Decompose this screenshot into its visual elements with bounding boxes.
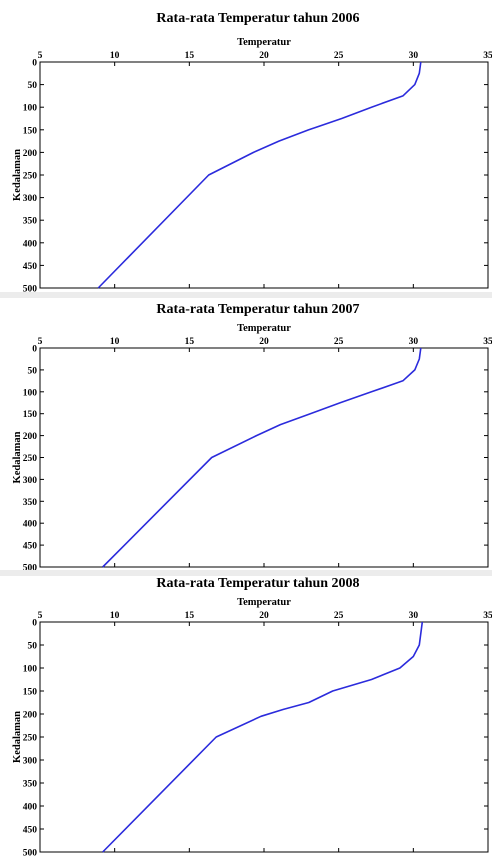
temperature-profile-line bbox=[102, 347, 422, 568]
y-tick-label: 450 bbox=[23, 826, 38, 836]
y-tick-label: 250 bbox=[23, 172, 38, 182]
x-tick-label: 5 bbox=[38, 337, 43, 347]
y-tick-label: 350 bbox=[23, 217, 38, 227]
y-tick-label: 350 bbox=[23, 780, 38, 790]
temperature-profile-line bbox=[97, 61, 422, 289]
y-tick-label: 400 bbox=[23, 803, 38, 813]
x-tick-label: 5 bbox=[38, 51, 43, 61]
x-tick-label: 15 bbox=[185, 337, 195, 347]
chart-svg-2006: Rata-rata Temperatur tahun 2006 Temperatu… bbox=[12, 11, 492, 295]
chart-svg-2008: Rata-rata Temperatur tahun 2008 Temperatu… bbox=[12, 576, 492, 859]
chart-panel-2008: Rata-rata Temperatur tahun 2008 Temperatu… bbox=[0, 572, 492, 859]
y-tick-label: 300 bbox=[23, 194, 38, 204]
x-axis-label: Temperatur bbox=[237, 323, 291, 334]
y-tick-label: 450 bbox=[23, 262, 38, 272]
plot-area bbox=[39, 347, 489, 568]
y-tick-label: 150 bbox=[23, 688, 38, 698]
x-tick-label: 15 bbox=[185, 611, 195, 621]
y-tick-label: 100 bbox=[23, 104, 38, 114]
x-axis-label: Temperatur bbox=[237, 37, 291, 48]
y-axis-label: Kedalaman bbox=[12, 431, 23, 483]
y-tick-label: 350 bbox=[23, 498, 38, 508]
y-tick-label: 200 bbox=[23, 149, 38, 159]
y-axis-label: Kedalaman bbox=[12, 711, 23, 763]
chart-title: Rata-rata Temperatur tahun 2006 bbox=[156, 11, 359, 26]
chart-title: Rata-rata Temperatur tahun 2007 bbox=[156, 302, 359, 317]
y-tick-label: 500 bbox=[23, 564, 38, 571]
x-tick-label: 20 bbox=[259, 51, 269, 61]
x-tick-label: 20 bbox=[259, 337, 269, 347]
x-tick-label: 30 bbox=[409, 51, 419, 61]
y-tick-label: 250 bbox=[23, 454, 38, 464]
y-tick-label: 50 bbox=[28, 642, 38, 652]
x-tick-label: 30 bbox=[409, 611, 419, 621]
x-tick-label: 20 bbox=[259, 611, 269, 621]
x-tick-label: 5 bbox=[38, 611, 43, 621]
x-tick-label: 30 bbox=[409, 337, 419, 347]
y-tick-label: 250 bbox=[23, 734, 38, 744]
x-tick-label: 25 bbox=[334, 611, 344, 621]
x-axis-label: Temperatur bbox=[237, 597, 291, 608]
x-tick-label: 35 bbox=[483, 51, 492, 61]
y-tick-label: 500 bbox=[23, 849, 38, 857]
y-tick-label: 50 bbox=[28, 81, 38, 91]
chart-panel-2006: Rata-rata Temperatur tahun 2006 Temperatu… bbox=[0, 0, 492, 295]
x-tick-label: 10 bbox=[110, 51, 120, 61]
y-tick-label: 0 bbox=[32, 345, 37, 355]
x-tick-label: 25 bbox=[334, 337, 344, 347]
y-tick-label: 400 bbox=[23, 520, 38, 530]
y-tick-label: 50 bbox=[28, 366, 38, 376]
chart-title: Rata-rata Temperatur tahun 2008 bbox=[156, 576, 359, 591]
y-tick-label: 150 bbox=[23, 126, 38, 136]
chart-svg-2007: Rata-rata Temperatur tahun 2007 Temperatu… bbox=[12, 302, 492, 574]
x-tick-label: 15 bbox=[185, 51, 195, 61]
y-tick-label: 200 bbox=[23, 432, 38, 442]
plot-area bbox=[39, 621, 489, 853]
y-tick-label: 150 bbox=[23, 410, 38, 420]
y-tick-label: 0 bbox=[32, 59, 37, 69]
panel-divider bbox=[0, 570, 492, 576]
x-tick-label: 10 bbox=[110, 611, 120, 621]
plot-area bbox=[39, 61, 489, 289]
y-tick-label: 100 bbox=[23, 388, 38, 398]
x-tick-label: 10 bbox=[110, 337, 120, 347]
y-tick-label: 300 bbox=[23, 476, 38, 486]
y-tick-label: 100 bbox=[23, 665, 38, 675]
panel-divider bbox=[0, 292, 492, 298]
x-tick-label: 35 bbox=[483, 337, 492, 347]
temperature-profile-line bbox=[102, 621, 424, 853]
y-axis-label: Kedalaman bbox=[12, 149, 23, 201]
chart-panel-2007: Rata-rata Temperatur tahun 2007 Temperatu… bbox=[0, 298, 492, 574]
y-tick-label: 500 bbox=[23, 285, 38, 293]
x-tick-label: 35 bbox=[483, 611, 492, 621]
y-tick-label: 450 bbox=[23, 542, 38, 552]
y-tick-label: 200 bbox=[23, 711, 38, 721]
y-tick-label: 0 bbox=[32, 619, 37, 629]
y-tick-label: 400 bbox=[23, 239, 38, 249]
x-tick-label: 25 bbox=[334, 51, 344, 61]
y-tick-label: 300 bbox=[23, 757, 38, 767]
